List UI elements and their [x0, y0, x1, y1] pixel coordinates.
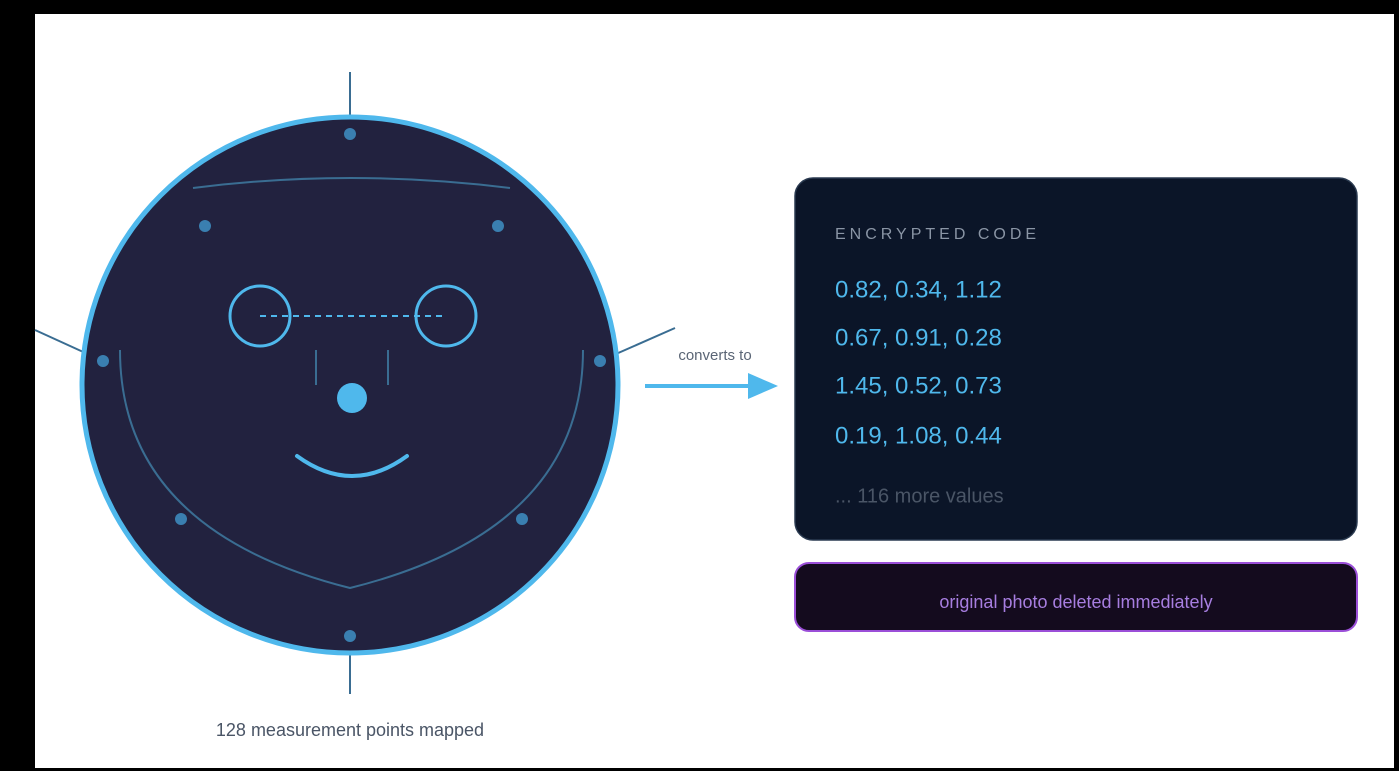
panel-box	[794, 177, 1358, 541]
code-row: 0.82, 0.34, 1.12	[835, 276, 1002, 303]
jaw-line	[119, 349, 584, 590]
point	[175, 513, 187, 525]
notice: original photo deleted immediately	[794, 562, 1358, 632]
face-graphic	[34, 72, 676, 694]
caption: 128 measurement points mapped	[216, 720, 484, 740]
more-values: ... 116 more values	[835, 485, 1004, 507]
arrow-head	[748, 373, 778, 399]
code-row: 1.45, 0.52, 0.73	[835, 372, 1002, 399]
notice-box	[794, 562, 1358, 632]
measurement-points	[97, 128, 606, 642]
point	[199, 220, 211, 232]
connector: converts to	[645, 347, 778, 399]
point	[97, 355, 109, 367]
nose-dot	[337, 383, 367, 413]
connector-label: converts to	[678, 347, 751, 364]
forehead-arc	[192, 177, 511, 189]
code-row: 0.67, 0.91, 0.28	[835, 324, 1002, 351]
panel-title: ENCRYPTED CODE	[835, 226, 1040, 243]
point	[344, 630, 356, 642]
code-row: 0.19, 1.08, 0.44	[835, 422, 1002, 449]
smile	[295, 454, 409, 478]
point	[594, 355, 606, 367]
code-panel: ENCRYPTED CODE 0.82, 0.34, 1.12 0.67, 0.…	[794, 177, 1358, 541]
point	[344, 128, 356, 140]
eye	[228, 284, 292, 348]
point	[492, 220, 504, 232]
point	[516, 513, 528, 525]
notice-text: original photo deleted immediately	[939, 592, 1212, 612]
